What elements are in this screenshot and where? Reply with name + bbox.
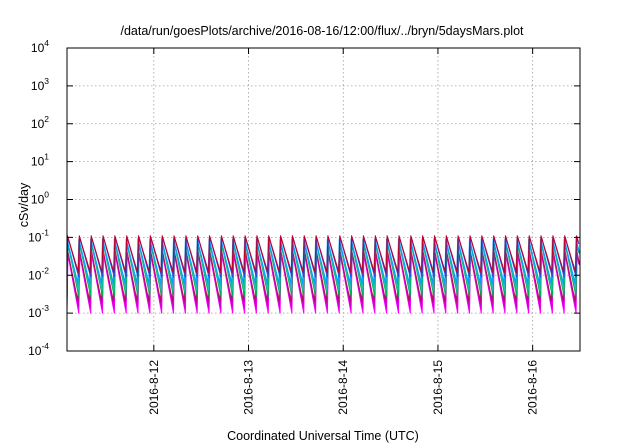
y-tick-labels: 10-4 10-3 10-2 10-1 100 101 102 103 104: [28, 38, 49, 358]
y-tick-label: 10-3: [28, 303, 49, 320]
x-axis-label: Coordinated Universal Time (UTC): [227, 429, 419, 443]
x-tick-label: 2016-8-16: [526, 360, 540, 415]
x-tick-label: 2016-8-15: [431, 360, 445, 415]
series-line: [66, 235, 579, 273]
y-tick-label: 100: [31, 190, 49, 207]
y-tick-label: 103: [31, 76, 49, 93]
y-axis-label: cSv/day: [17, 182, 31, 227]
y-tick-label: 10-4: [28, 341, 49, 358]
series-layer: [66, 235, 581, 314]
x-tick-label: 2016-8-14: [336, 360, 350, 415]
y-tick-label: 101: [31, 152, 49, 169]
chart-title: /data/run/goesPlots/archive/2016-08-16/1…: [120, 24, 524, 38]
y-tick-label: 102: [31, 114, 49, 131]
ticks: [67, 47, 580, 352]
y-tick-label: 104: [31, 38, 49, 55]
x-tick-label: 2016-8-12: [147, 360, 161, 415]
x-tick-label: 2016-8-13: [242, 360, 256, 415]
y-tick-label: 10-1: [28, 227, 49, 244]
y-tick-label: 10-2: [28, 265, 49, 282]
x-tick-labels: 2016-8-12 2016-8-13 2016-8-14 2016-8-15 2016…: [147, 360, 540, 415]
